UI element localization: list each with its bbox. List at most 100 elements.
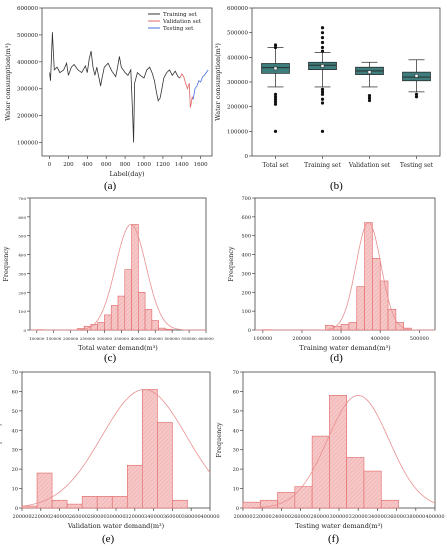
hist-bar — [90, 324, 98, 331]
y-tick-label: 0 — [15, 506, 18, 512]
series-line-2 — [179, 73, 194, 108]
hist-bar — [294, 486, 313, 509]
chart-b: 0 100000 200000 300000 400000 500000 600000 Wat… — [214, 6, 441, 169]
hist-bar — [364, 222, 373, 331]
x-tick-label: 200000 — [292, 336, 311, 342]
y-tick-label: 200 — [18, 290, 26, 295]
hist-bar — [380, 499, 399, 509]
hist-bar — [372, 258, 381, 331]
x-tick-label: 200 — [63, 162, 74, 168]
x-tick-label: 100000 — [253, 336, 272, 342]
y-tick-label: 70 — [233, 370, 239, 376]
y-tick-label: 400 — [18, 253, 26, 258]
category-label: Validation set — [348, 162, 391, 169]
hist-bar — [379, 280, 389, 331]
x-tick-label: 340000 — [144, 514, 163, 520]
outlier-point — [367, 98, 372, 103]
y-axis-label: Frequency — [215, 422, 223, 457]
outlier-point — [273, 129, 278, 133]
hist-bar — [151, 320, 159, 331]
normal-fit-curve — [255, 222, 435, 331]
legend-label: Validation set — [162, 19, 202, 25]
outlier-point — [320, 101, 325, 105]
y-axis-label: Frequency — [227, 246, 235, 281]
outlier-point — [320, 36, 325, 40]
outlier-point — [320, 40, 325, 45]
x-tick-label: 380000 — [406, 514, 425, 520]
hist-bar — [126, 464, 143, 509]
hist-bar — [131, 224, 139, 331]
x-tick-label: 500000 — [410, 336, 429, 342]
outlier-point — [273, 45, 278, 50]
outlier-point — [273, 92, 278, 96]
y-axis-label: Frequency — [0, 422, 2, 457]
mean-marker — [414, 74, 419, 78]
y-tick-label: 30 — [12, 448, 18, 454]
outlier-point — [273, 95, 278, 99]
hist-bar — [172, 499, 188, 509]
x-tick-label: 450000 — [148, 336, 164, 341]
hist-bar — [311, 435, 330, 509]
x-tick-label: 280000 — [88, 514, 107, 520]
x-tick-label: 400000 — [371, 336, 390, 342]
hist-bar — [332, 325, 342, 331]
y-axis-label: Frequency — [2, 246, 10, 281]
chart-e: 0 10 20 30 40 50 60 70 200000 220000 240000 260000 2… — [0, 370, 220, 530]
x-tick-label: 500000 — [165, 336, 181, 341]
y-tick-label: 0 — [23, 328, 26, 333]
outlier-point — [273, 43, 278, 47]
hist-bar — [66, 503, 83, 509]
x-tick-label: 260000 — [69, 514, 88, 520]
y-tick-label: 200000 — [17, 114, 38, 120]
outlier-point — [273, 100, 278, 104]
chart-c: 0 100 200 300 400 500 600 700 100000 150000 200000… — [2, 196, 214, 352]
y-tick-label: 300 — [18, 271, 26, 276]
outlier-point — [320, 31, 325, 35]
x-tick-label: 0 — [48, 162, 52, 168]
y-tick-label: 300000 — [17, 87, 38, 93]
outlier-point — [273, 102, 278, 106]
hist-bar — [117, 295, 126, 331]
category-label: Training set — [304, 162, 341, 169]
outlier-point — [320, 90, 325, 94]
panel-label-a: (a) — [104, 180, 117, 192]
hist-bar — [104, 314, 112, 331]
y-tick-label: 700 — [241, 196, 251, 202]
x-tick-label: 250000 — [80, 336, 96, 341]
hist-bar — [157, 422, 173, 509]
x-tick-label: 200000 — [63, 336, 79, 341]
series-line-3 — [192, 69, 209, 100]
x-tick-label: 300000 — [106, 514, 125, 520]
x-tick-label: 240000 — [272, 514, 291, 520]
hist-bar — [356, 286, 365, 331]
normal-fit-curve — [30, 223, 206, 331]
x-tick-label: 360000 — [387, 514, 406, 520]
hist-bar — [348, 322, 358, 331]
x-tick-label: 800 — [120, 162, 131, 168]
hist-bar — [346, 457, 365, 509]
outlier-point — [367, 96, 372, 100]
legend-label: Testing set — [163, 26, 194, 32]
y-tick-label: 0 — [245, 154, 249, 160]
x-axis-label: Label(day) — [109, 170, 145, 178]
x-tick-label: 1200 — [156, 162, 170, 168]
x-tick-label: 240000 — [50, 514, 69, 520]
x-tick-label: 100000 — [29, 336, 45, 341]
x-tick-label: 300000 — [332, 336, 351, 342]
x-axis-label: Testing water demand(m³) — [295, 522, 383, 530]
x-tick-label: 280000 — [310, 514, 329, 520]
plot-frame — [251, 7, 441, 157]
x-axis-label: Validation water demand(m³) — [67, 522, 165, 530]
x-tick-label: 550000 — [181, 336, 197, 341]
hist-bar — [81, 496, 98, 509]
y-tick-label: 0 — [236, 506, 239, 512]
hist-bar — [96, 496, 113, 509]
x-tick-label: 600 — [101, 162, 112, 168]
mean-marker — [367, 70, 372, 74]
outlier-point — [320, 49, 325, 53]
panel-label-f: (f) — [328, 533, 339, 545]
hist-bar — [144, 308, 153, 331]
x-tick-label: 350000 — [114, 336, 130, 341]
x-tick-label: 220000 — [253, 514, 272, 520]
x-tick-label: 360000 — [163, 514, 182, 520]
